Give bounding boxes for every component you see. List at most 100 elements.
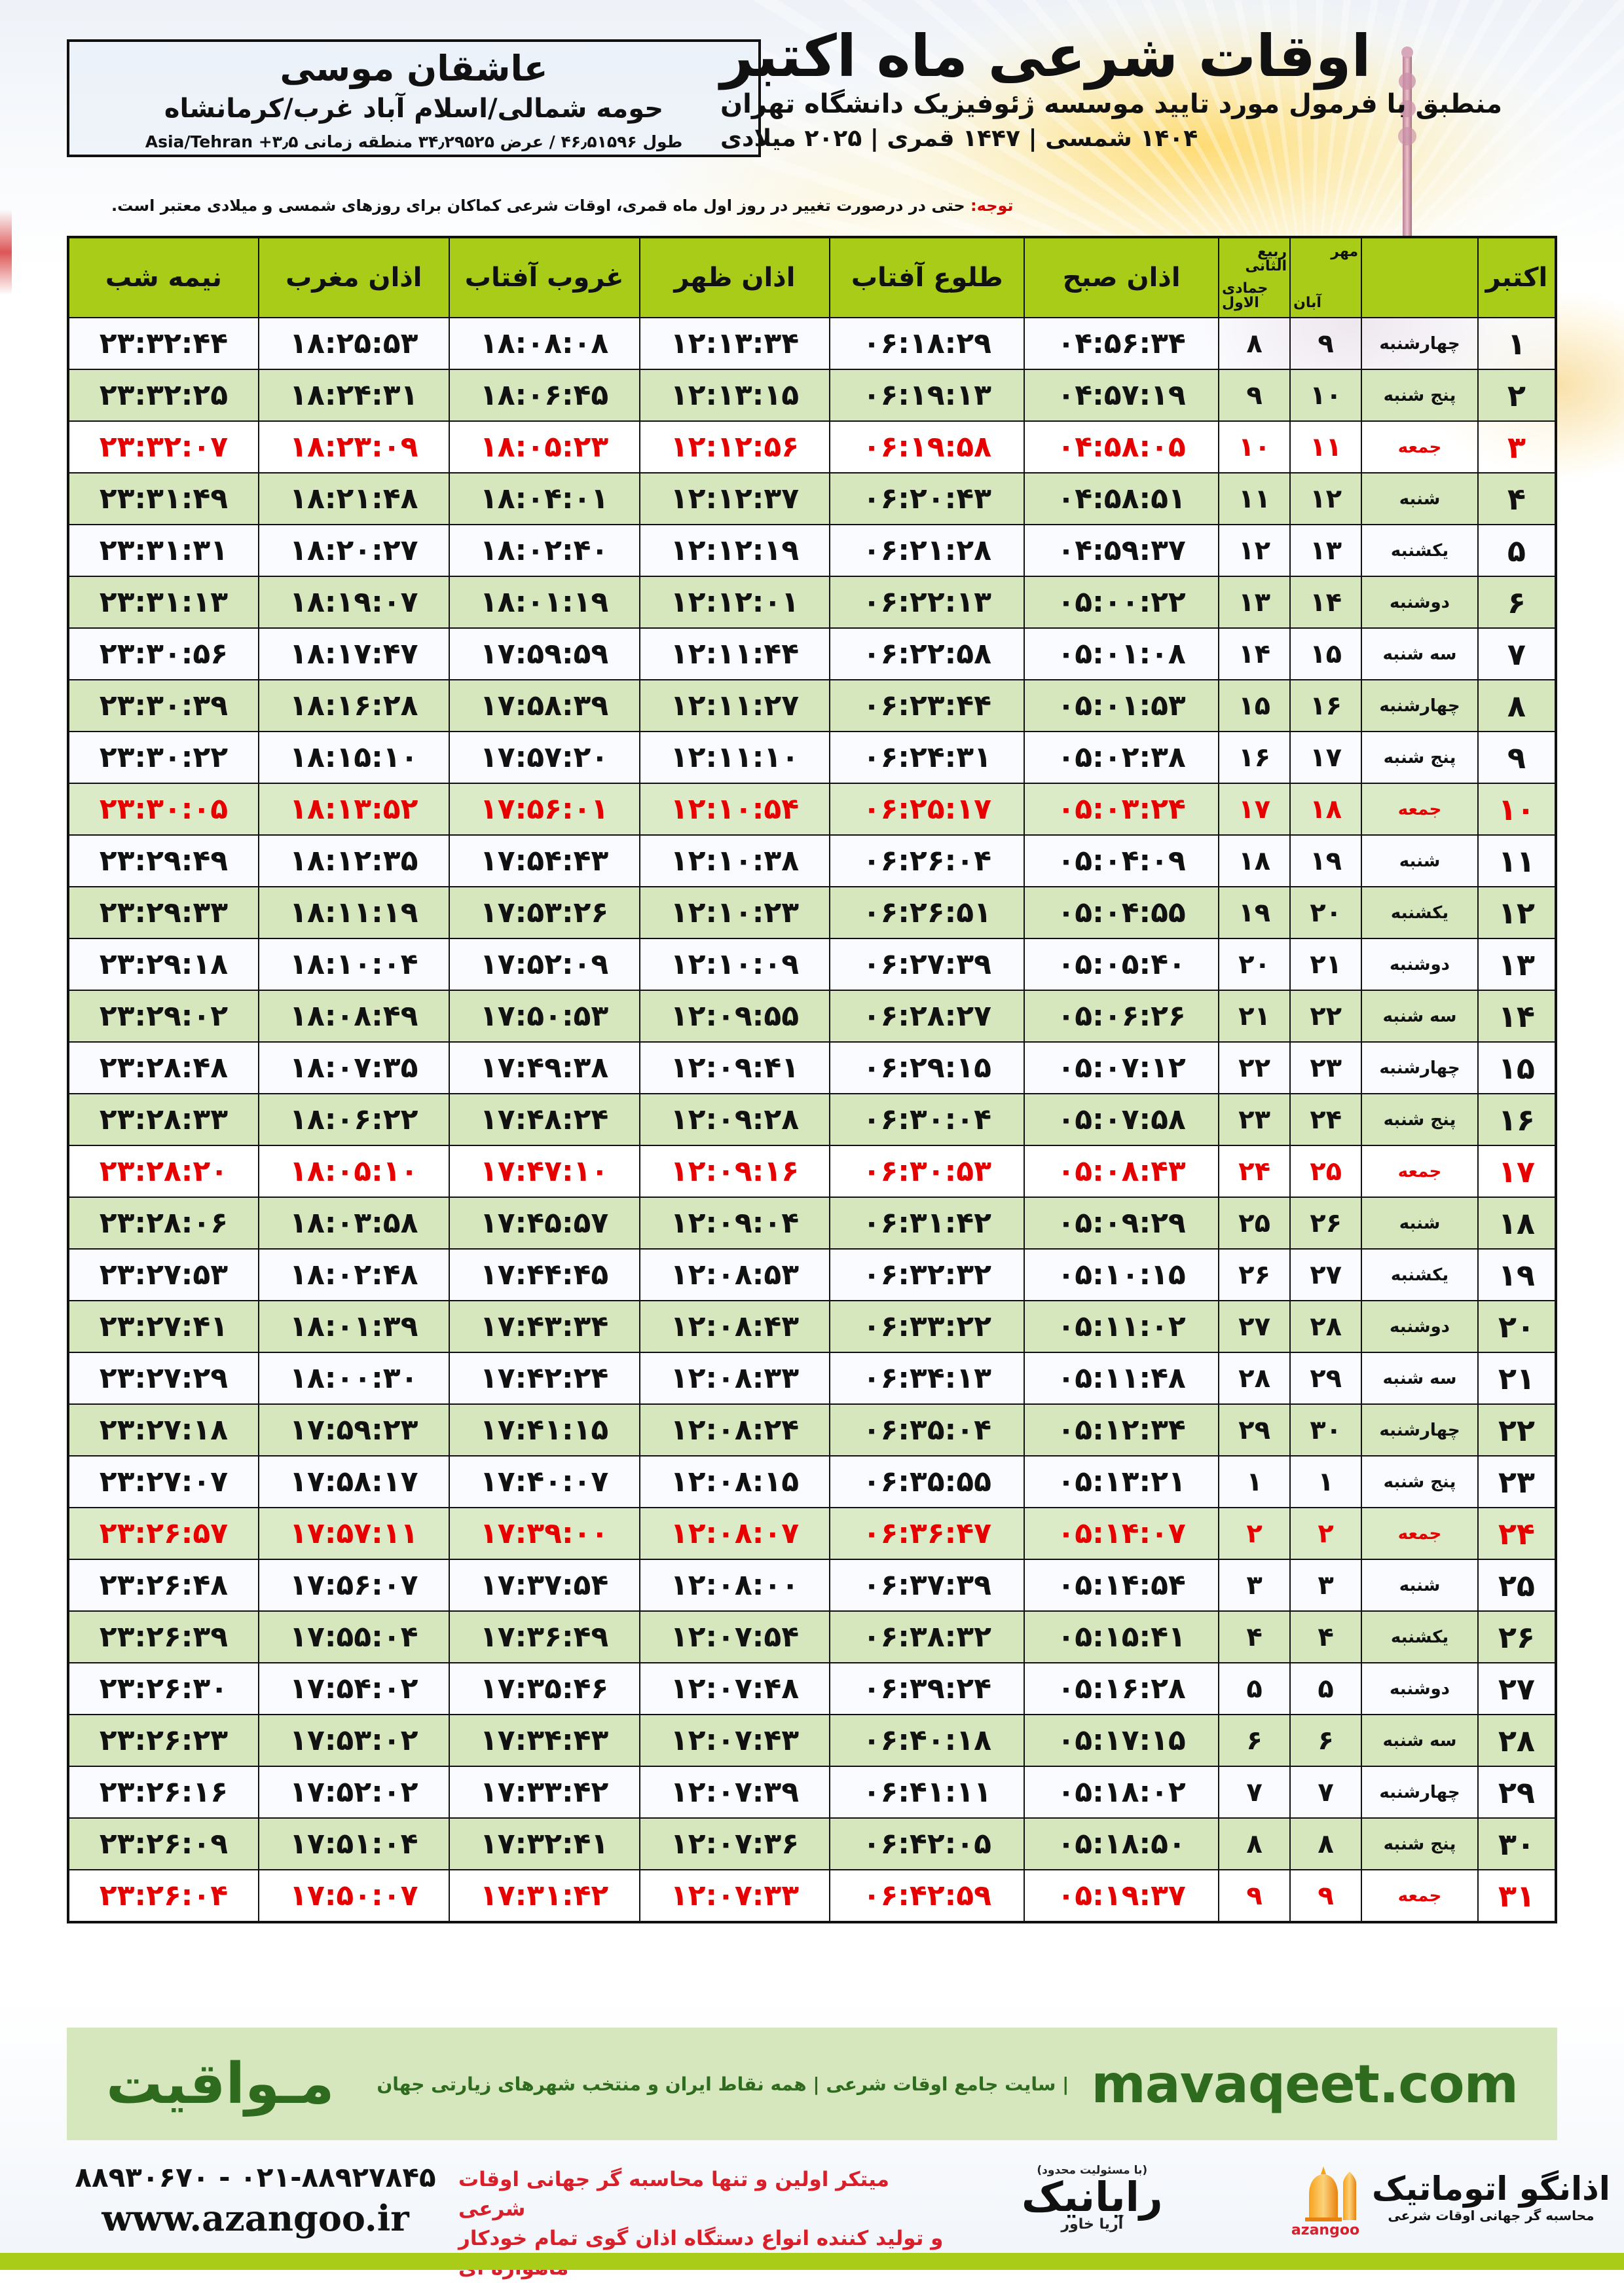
dhuhr-time: ۱۲:۰۹:۴۱ <box>638 1041 831 1094</box>
hijri-day: ۴ <box>1218 1610 1291 1663</box>
midnight-time: ۲۳:۲۹:۰۲ <box>67 990 259 1043</box>
day-number: ۱۳ <box>1477 938 1557 991</box>
maghrib-time: ۱۸:۱۵:۱۰ <box>257 731 450 784</box>
dhuhr-time: ۱۲:۰۷:۳۳ <box>638 1869 831 1923</box>
decorative-red-accent <box>0 210 12 295</box>
sunset-time: ۱۷:۳۷:۵۴ <box>448 1559 640 1612</box>
sunrise-time: ۰۶:۲۸:۲۷ <box>829 990 1025 1043</box>
sunrise-time: ۰۶:۲۲:۵۸ <box>829 627 1025 680</box>
col-maghrib: اذان مغرب <box>257 236 450 318</box>
maghrib-time: ۱۷:۵۴:۰۲ <box>257 1662 450 1715</box>
hijri-day: ۱۰ <box>1218 420 1291 473</box>
midnight-time: ۲۳:۲۷:۰۷ <box>67 1455 259 1508</box>
maghrib-time: ۱۸:۰۶:۲۲ <box>257 1093 450 1146</box>
maghrib-time: ۱۸:۰۰:۳۰ <box>257 1352 450 1405</box>
table-row: ۱۶ پنج شنبه ۲۴ ۲۳ ۰۵:۰۷:۵۸ ۰۶:۳۰:۰۴ ۱۲:۰۹:۲۸ ۱۷… <box>67 1093 1557 1146</box>
dhuhr-time: ۱۲:۰۷:۵۴ <box>638 1610 831 1663</box>
sunrise-time: ۰۶:۳۰:۵۳ <box>829 1145 1025 1198</box>
sunrise-time: ۰۶:۲۵:۱۷ <box>829 783 1025 836</box>
midnight-time: ۲۳:۲۹:۳۳ <box>67 886 259 939</box>
footer-slogan: میتکر اولین و تنها محاسبه گر جهانی اوقات… <box>458 2165 956 2283</box>
midnight-time: ۲۳:۳۱:۳۱ <box>67 524 259 577</box>
sunrise-time: ۰۶:۳۵:۵۵ <box>829 1455 1025 1508</box>
solar-day: ۲۷ <box>1289 1248 1363 1301</box>
maghrib-time: ۱۸:۱۷:۴۷ <box>257 627 450 680</box>
midnight-time: ۲۳:۲۷:۵۳ <box>67 1248 259 1301</box>
dhuhr-time: ۱۲:۱۰:۳۸ <box>638 834 831 887</box>
dhuhr-time: ۱۲:۰۸:۱۵ <box>638 1455 831 1508</box>
table-row: ۱۸ شنبه ۲۶ ۲۵ ۰۵:۰۹:۲۹ ۰۶:۳۱:۴۲ ۱۲:۰۹:۰۴ ۱۷:۴۵:… <box>67 1197 1557 1250</box>
table-header: اکتبر مهر آبان ربیع الثانی جمادی الاول ا… <box>67 236 1557 318</box>
location-coordinates: طول ۴۶٫۵۱۵۹۶ / عرض ۳۴٫۲۹۵۲۵ منطقه زمانی … <box>145 132 683 152</box>
fajr-time: ۰۵:۱۵:۴۱ <box>1024 1610 1220 1663</box>
dhuhr-time: ۱۲:۰۸:۰۰ <box>638 1559 831 1612</box>
midnight-time: ۲۳:۳۱:۱۳ <box>67 576 259 629</box>
day-number: ۱۵ <box>1477 1041 1557 1094</box>
day-number: ۱۴ <box>1477 990 1557 1043</box>
day-number: ۲۵ <box>1477 1559 1557 1612</box>
dhuhr-time: ۱۲:۱۲:۳۷ <box>638 472 831 525</box>
solar-day: ۱۳ <box>1289 524 1363 577</box>
hijri-day: ۱۷ <box>1218 783 1291 836</box>
midnight-time: ۲۳:۲۶:۲۳ <box>67 1714 259 1767</box>
rayanik-logo: (با مسئولیت محدود) رایانیک آریا خاور <box>1022 2164 1164 2233</box>
fajr-time: ۰۵:۱۴:۰۷ <box>1024 1507 1220 1560</box>
table-row: ۹ پنج شنبه ۱۷ ۱۶ ۰۵:۰۲:۳۸ ۰۶:۲۴:۳۱ ۱۲:۱۱:۱۰ ۱۷:… <box>67 731 1557 784</box>
rayanik-note: (با مسئولیت محدود) <box>1037 2164 1148 2177</box>
col-hijri-month: ربیع الثانی جمادی الاول <box>1218 236 1291 318</box>
mavaqeet-site[interactable]: mavaqeet.com <box>1091 2053 1519 2115</box>
hijri-day: ۲۷ <box>1218 1300 1291 1353</box>
day-number: ۱۹ <box>1477 1248 1557 1301</box>
fajr-time: ۰۵:۰۹:۲۹ <box>1024 1197 1220 1250</box>
table-row: ۱۲ یکشنبه ۲۰ ۱۹ ۰۵:۰۴:۵۵ ۰۶:۲۶:۵۱ ۱۲:۱۰:۲۳ ۱۷:۵… <box>67 886 1557 939</box>
hijri-day: ۹ <box>1218 369 1291 422</box>
col-sunset: غروب آفتاب <box>448 236 640 318</box>
azangoo-name: اذانگو اتوماتیک <box>1372 2170 1612 2208</box>
maghrib-time: ۱۷:۵۹:۲۳ <box>257 1403 450 1457</box>
dhuhr-time: ۱۲:۰۹:۱۶ <box>638 1145 831 1198</box>
location-region: حومه شمالی/اسلام آباد غرب/کرمانشاه <box>164 94 664 124</box>
sunrise-time: ۰۶:۱۹:۵۸ <box>829 420 1025 473</box>
table-row: ۱۵ چهارشنبه ۲۳ ۲۲ ۰۵:۰۷:۱۲ ۰۶:۲۹:۱۵ ۱۲:۰۹:۴۱ ۱۷… <box>67 1041 1557 1094</box>
maghrib-time: ۱۷:۵۶:۰۷ <box>257 1559 450 1612</box>
sunrise-time: ۰۶:۲۹:۱۵ <box>829 1041 1025 1094</box>
day-number: ۵ <box>1477 524 1557 577</box>
solar-day: ۱ <box>1289 1455 1363 1508</box>
col-weekday <box>1361 236 1479 318</box>
maghrib-time: ۱۸:۱۶:۲۸ <box>257 679 450 732</box>
solar-day: ۱۰ <box>1289 369 1363 422</box>
title-block: اوقات شرعی ماه اکتبر منطبق با فرمول مورد… <box>720 25 1532 152</box>
day-number: ۲ <box>1477 369 1557 422</box>
dhuhr-time: ۱۲:۱۱:۴۴ <box>638 627 831 680</box>
day-number: ۱۲ <box>1477 886 1557 939</box>
day-number: ۱ <box>1477 317 1557 370</box>
footer-website[interactable]: www.azangoo.ir <box>101 2197 409 2239</box>
page-subtitle: منطبق با فرمول مورد تایید موسسه ژئوفیزیک… <box>720 89 1503 120</box>
mavaqeet-tagline: | سایت جامع اوقات شرعی | همه نقاط ایران … <box>377 2073 1069 2095</box>
midnight-time: ۲۳:۳۰:۵۶ <box>67 627 259 680</box>
day-number: ۲۴ <box>1477 1507 1557 1560</box>
midnight-time: ۲۳:۲۶:۱۶ <box>67 1766 259 1819</box>
day-number: ۲۹ <box>1477 1766 1557 1819</box>
fajr-time: ۰۵:۰۰:۲۲ <box>1024 576 1220 629</box>
prayer-times-table-wrapper: اکتبر مهر آبان ربیع الثانی جمادی الاول ا… <box>67 236 1557 1923</box>
col-solar-month: مهر آبان <box>1289 236 1363 318</box>
col-sunrise: طلوع آفتاب <box>829 236 1025 318</box>
solar-day: ۴ <box>1289 1610 1363 1663</box>
azangoo-mark: azangoo <box>1287 2160 1364 2238</box>
table-row: ۲۱ سه شنبه ۲۹ ۲۸ ۰۵:۱۱:۴۸ ۰۶:۳۴:۱۳ ۱۲:۰۸:۳۳ ۱۷:… <box>67 1352 1557 1405</box>
solar-day: ۳ <box>1289 1559 1363 1612</box>
sunrise-time: ۰۶:۳۰:۰۴ <box>829 1093 1025 1146</box>
hijri-day: ۶ <box>1218 1714 1291 1767</box>
solar-day: ۱۹ <box>1289 834 1363 887</box>
midnight-time: ۲۳:۲۶:۳۰ <box>67 1662 259 1715</box>
sunset-time: ۱۷:۵۸:۳۹ <box>448 679 640 732</box>
solar-day: ۲۹ <box>1289 1352 1363 1405</box>
sunrise-time: ۰۶:۲۰:۴۳ <box>829 472 1025 525</box>
dhuhr-time: ۱۲:۱۱:۱۰ <box>638 731 831 784</box>
maghrib-time: ۱۸:۱۹:۰۷ <box>257 576 450 629</box>
hijri-month-top: ربیع الثانی <box>1245 244 1287 274</box>
day-number: ۹ <box>1477 731 1557 784</box>
table-row: ۲۹ چهارشنبه ۷ ۷ ۰۵:۱۸:۰۲ ۰۶:۴۱:۱۱ ۱۲:۰۷:۳۹ ۱۷:۳… <box>67 1766 1557 1819</box>
maghrib-time: ۱۸:۱۰:۰۴ <box>257 938 450 991</box>
